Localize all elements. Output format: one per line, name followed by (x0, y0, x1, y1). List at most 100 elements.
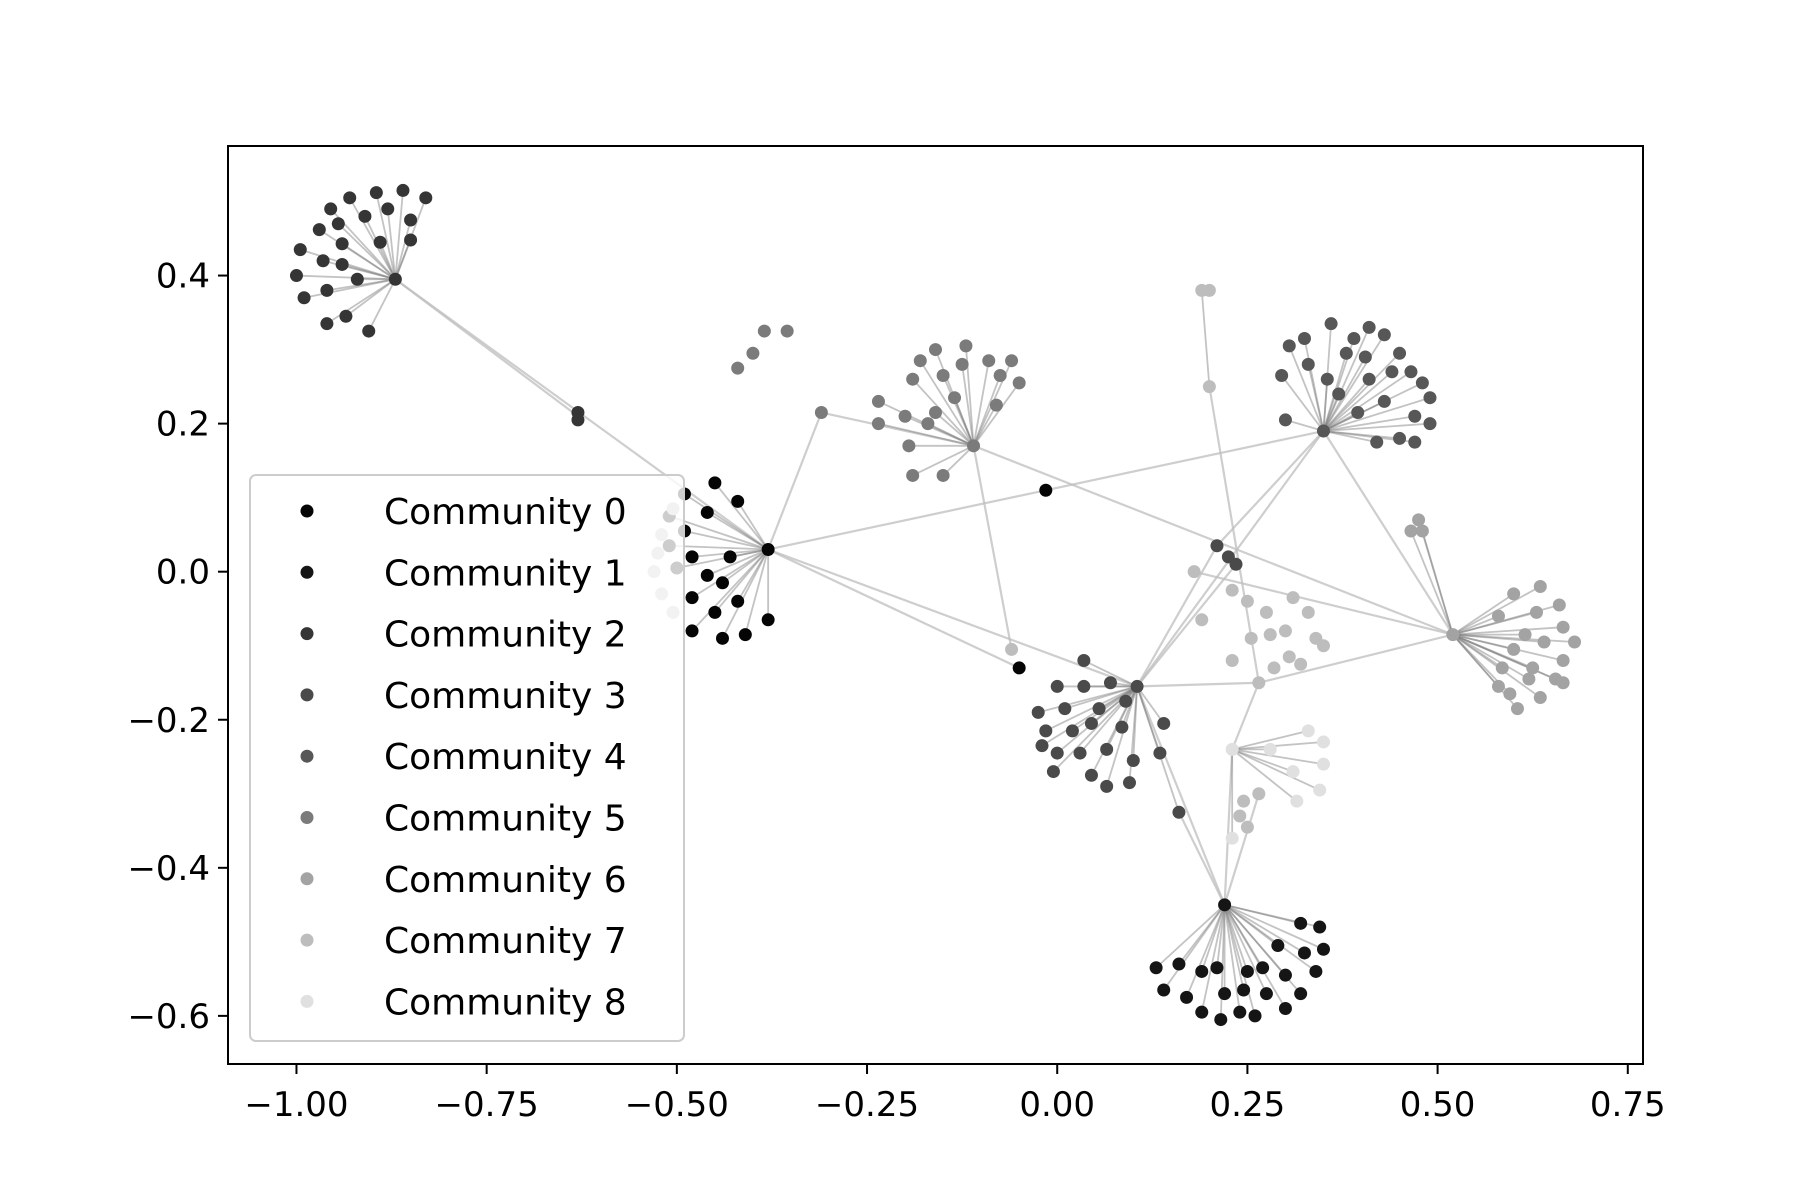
node-point-community-2 (293, 243, 307, 257)
node-point-community-6 (1533, 579, 1547, 593)
node-point-community-6 (1491, 609, 1505, 623)
graph-edge (1223, 904, 1264, 969)
legend-marker-community-1 (300, 565, 314, 579)
node-point-community-2 (312, 223, 326, 237)
node-point-community-6 (1507, 642, 1521, 656)
node-point-community-1 (1259, 987, 1273, 1001)
graph-edge (1288, 345, 1325, 432)
node-point-community-5 (746, 346, 760, 360)
node-point-community-4 (1332, 387, 1346, 401)
node-point-community-5 (967, 439, 981, 453)
graph-edge (341, 263, 396, 281)
graph-edge (337, 223, 396, 280)
graph-edge (736, 549, 769, 602)
node-point-community-5 (1012, 376, 1026, 390)
graph-edge (714, 548, 769, 613)
graph-edge (1223, 904, 1287, 976)
node-point-community-4 (1324, 317, 1338, 331)
graph-edge (1223, 904, 1287, 1009)
node-point-community-4 (1320, 372, 1334, 386)
graph-edge (942, 375, 975, 447)
graph-edge (691, 548, 769, 632)
node-point-community-1 (1294, 916, 1308, 930)
legend-label-community-8: Community 8 (384, 982, 627, 1023)
node-point-community-5 (955, 357, 969, 371)
graph-edge (919, 360, 975, 447)
legend-label-community-6: Community 6 (384, 860, 627, 901)
y-tick-label: −0.4 (127, 849, 210, 889)
graph-edge (927, 422, 974, 447)
node-point-community-7 (1294, 657, 1308, 671)
graph-edge (1090, 685, 1138, 725)
node-point-community-0 (761, 613, 775, 627)
node-point-community-0 (1012, 661, 1026, 675)
node-point-community-6 (1526, 661, 1540, 675)
node-point-community-2 (388, 272, 402, 286)
graph-edge (721, 548, 769, 584)
node-point-community-4 (1362, 320, 1376, 334)
graph-edge (1224, 904, 1279, 947)
x-tick-label: −0.25 (815, 1085, 919, 1125)
node-point-community-1 (1210, 961, 1224, 975)
node-point-community-5 (898, 409, 912, 423)
graph-edge (1417, 519, 1454, 635)
node-point-community-1 (1309, 964, 1323, 978)
graph-edge (1322, 379, 1329, 432)
graph-edge (683, 493, 769, 551)
graph-edge (714, 482, 769, 551)
node-point-community-7 (1225, 583, 1239, 597)
graph-edge (953, 397, 975, 447)
node-point-community-1 (1233, 1005, 1247, 1019)
graph-edge (1105, 686, 1138, 750)
node-point-community-1 (1278, 1001, 1292, 1015)
node-point-community-7 (1233, 809, 1247, 823)
node-point-community-6 (1537, 635, 1551, 649)
graph-edge (972, 404, 998, 447)
node-point-community-3 (1153, 746, 1167, 760)
graph-edge (1452, 615, 1499, 636)
graph-edge (1323, 422, 1431, 432)
node-point-community-1 (1214, 1013, 1228, 1027)
node-point-community-0 (685, 591, 699, 605)
node-point-community-0 (723, 550, 737, 564)
node-point-community-2 (350, 272, 364, 286)
graph-edge (1216, 430, 1325, 547)
graph-edge (972, 445, 1013, 650)
graph-edge (912, 445, 974, 477)
node-point-community-2 (297, 291, 311, 305)
graph-edge (1200, 290, 1211, 387)
x-tick-label: −0.75 (435, 1085, 539, 1125)
graph-edge (1223, 904, 1249, 972)
node-point-community-4 (1404, 365, 1418, 379)
legend-marker-community-4 (300, 749, 314, 763)
graph-edge (1323, 382, 1423, 432)
node-point-community-4 (1393, 431, 1407, 445)
node-point-community-3 (1157, 716, 1171, 730)
graph-edge (394, 239, 412, 280)
graph-edge (322, 259, 396, 281)
node-point-community-8 (1316, 757, 1330, 771)
graph-edge (1185, 904, 1226, 998)
node-point-community-5 (731, 361, 745, 375)
graph-edge (1136, 545, 1218, 687)
node-point-community-0 (761, 542, 775, 556)
node-point-community-6 (1552, 598, 1566, 612)
node-point-community-5 (913, 354, 927, 368)
graph-edge (767, 412, 823, 550)
graph-edge (684, 530, 769, 551)
graph-edge (1232, 748, 1324, 766)
graph-edge (1452, 633, 1534, 669)
graph-edge (821, 411, 974, 447)
node-point-community-1 (1297, 946, 1311, 960)
node-point-community-8 (1225, 742, 1239, 756)
graph-edge (669, 544, 769, 551)
node-point-community-3 (1050, 679, 1064, 693)
y-tick-label: −0.6 (127, 997, 210, 1037)
node-point-community-7 (1286, 591, 1300, 605)
legend-label-community-4: Community 4 (384, 737, 627, 778)
node-point-community-6 (1412, 513, 1426, 527)
graph-edge (1223, 749, 1234, 905)
node-point-community-1 (1195, 964, 1209, 978)
node-point-community-1 (1149, 961, 1163, 975)
node-point-community-6 (1503, 687, 1517, 701)
